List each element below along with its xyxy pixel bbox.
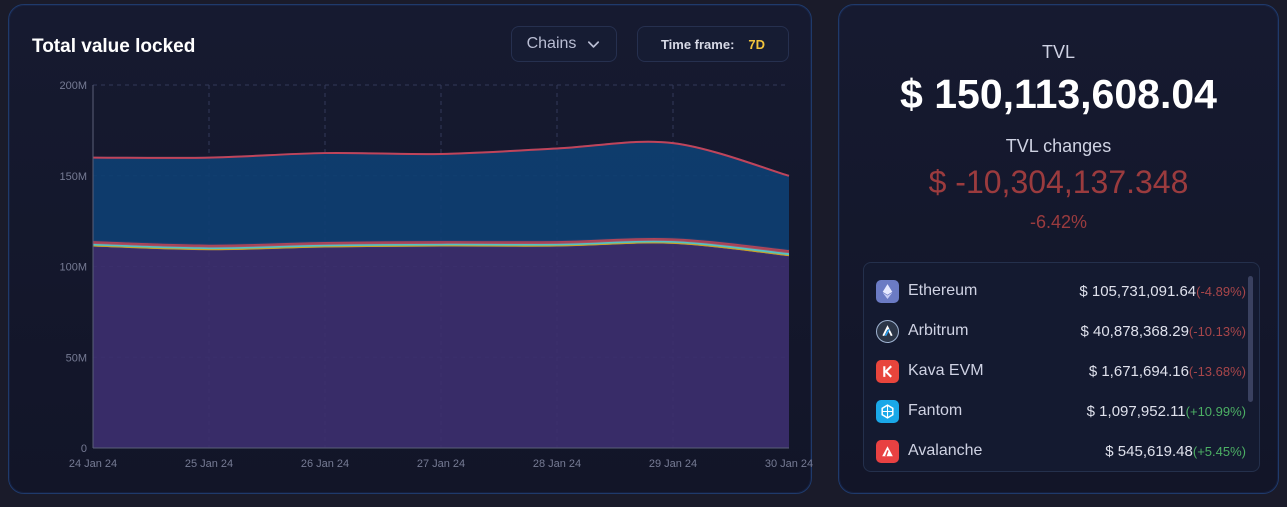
chain-amount: $ 40,878,368.29 [1080, 322, 1189, 340]
ethereum-icon [876, 279, 899, 303]
area-series-arbitrum[interactable] [93, 141, 789, 251]
chain-change: (-10.13%) [1188, 323, 1246, 339]
tvl-chart-panel: Total value locked Chains Time frame: 7D… [8, 4, 813, 494]
x-tick-label: 25 Jan 24 [185, 458, 233, 470]
chain-amount: $ 1,671,694.16 [1088, 362, 1189, 380]
tvl-label: TVL [1041, 42, 1075, 62]
chain-list-scrollbar[interactable] [1248, 276, 1253, 402]
avalanche-icon [876, 439, 899, 463]
x-tick-label: 26 Jan 24 [301, 458, 349, 470]
chains-dropdown-label: Chains [526, 35, 577, 52]
total-outline [92, 140, 790, 177]
chain-name: Ethereum [908, 282, 978, 299]
chain-change: (-13.68%) [1188, 363, 1246, 379]
tvl-changes-percent: -6.42% [1029, 212, 1088, 232]
y-tick-label: 150M [59, 171, 87, 183]
timeframe-selector[interactable]: Time frame: 7D [637, 26, 789, 62]
chart-axes: 0 50M 100M 150M 200M 24 Jan 24 25 Jan 24 26 Jan… [59, 80, 813, 470]
chain-row-avalanche[interactable]: Avalanche $ 545,619.48 (+5.45%) [876, 438, 1246, 464]
chain-amount: $ 545,619.48 [1105, 442, 1193, 460]
tvl-summary-panel: TVL $ 150,113,608.04 TVL changes $ -10,3… [838, 4, 1279, 494]
chain-name: Fantom [908, 402, 963, 419]
y-tick-label: 100M [59, 262, 87, 274]
kava-icon [876, 359, 899, 383]
y-tick-label: 200M [59, 80, 87, 92]
chain-name: Arbitrum [908, 322, 969, 339]
y-tick-label: 50M [66, 352, 87, 364]
timeframe-value: 7D [748, 36, 766, 52]
area-series-ethereum[interactable] [93, 243, 789, 448]
x-tick-label: 29 Jan 24 [649, 458, 697, 470]
x-tick-label: 24 Jan 24 [69, 458, 117, 470]
chain-row-kava-evm[interactable]: Kava EVM $ 1,671,694.16 (-13.68%) [876, 358, 1246, 384]
tvl-changes-label: TVL changes [1005, 136, 1112, 156]
tvl-changes-value: $ -10,304,137.348 [928, 164, 1189, 200]
chain-change: (+5.45%) [1192, 443, 1246, 459]
chain-row-arbitrum[interactable]: Arbitrum $ 40,878,368.29 (-10.13%) [876, 318, 1246, 344]
area-series-kava-evm[interactable] [93, 238, 789, 254]
arbitrum-icon [876, 319, 899, 343]
chart-title: Total value locked [32, 36, 196, 57]
x-tick-label: 28 Jan 24 [533, 458, 581, 470]
tvl-area-chart: 0 50M 100M 150M 200M 24 Jan 24 25 Jan 24 26 Jan… [59, 80, 813, 470]
x-tick-label: 30 Jan 24 [765, 458, 813, 470]
chevron-down-icon [588, 40, 600, 48]
chart-areas [92, 140, 790, 448]
x-tick-label: 27 Jan 24 [417, 458, 465, 470]
y-tick-label: 0 [81, 443, 87, 455]
chains-dropdown[interactable]: Chains [511, 26, 617, 62]
chain-amount: $ 105,731,091.64 [1079, 282, 1197, 300]
chain-name: Kava EVM [908, 362, 984, 379]
chain-list[interactable]: Ethereum $ 105,731,091.64 (-4.89%) Arbit… [863, 262, 1260, 472]
chain-name: Avalanche [908, 442, 983, 459]
fantom-icon [876, 399, 899, 423]
chain-row-ethereum[interactable]: Ethereum $ 105,731,091.64 (-4.89%) [876, 278, 1246, 304]
tvl-value: $ 150,113,608.04 [900, 71, 1217, 117]
chain-row-fantom[interactable]: Fantom $ 1,097,952.11 (+10.99%) [876, 398, 1246, 424]
chain-amount: $ 1,097,952.11 [1086, 402, 1186, 420]
timeframe-label: Time frame: [660, 36, 735, 52]
chain-change: (-4.89%) [1196, 283, 1246, 299]
chain-change: (+10.99%) [1185, 403, 1246, 419]
